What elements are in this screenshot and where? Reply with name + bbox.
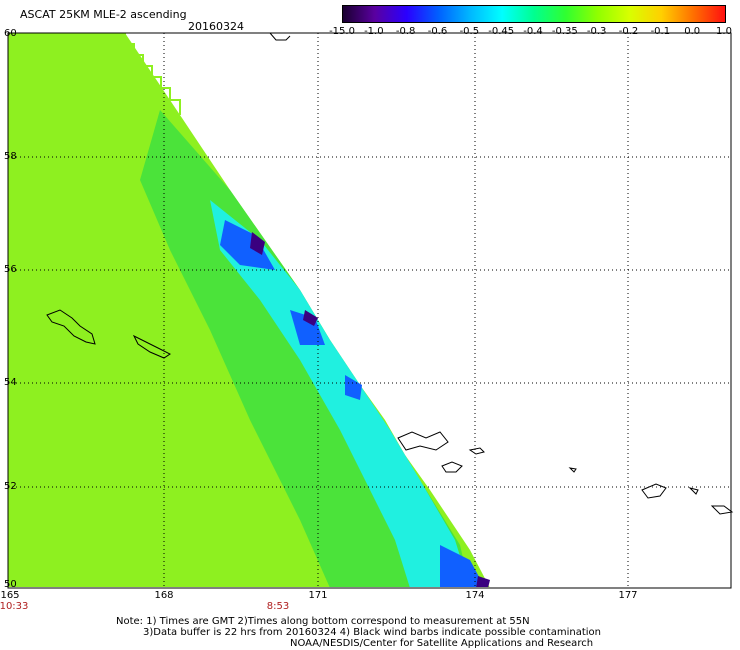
swath-blue-patch bbox=[290, 310, 325, 345]
island-bering bbox=[46, 309, 96, 345]
lat-label: 52 bbox=[4, 481, 17, 492]
swath-purple-patch bbox=[250, 232, 265, 255]
colorbar-tick-label: -0.4 bbox=[523, 26, 543, 37]
colorbar-tick-label: -0.5 bbox=[459, 26, 480, 37]
island-medny bbox=[132, 334, 171, 359]
colorbar-tick-label: -0.8 bbox=[395, 26, 416, 37]
colorbar-tick-label: 1.0 bbox=[716, 26, 732, 37]
lon-label: 171 bbox=[308, 590, 328, 601]
time-label: 8:53 bbox=[266, 601, 290, 612]
island-small bbox=[710, 505, 734, 515]
coast-top bbox=[269, 32, 291, 41]
map-date: 20160324 bbox=[188, 20, 244, 33]
lon-label: 168 bbox=[154, 590, 174, 601]
map-title: ASCAT 25KM MLE-2 ascending bbox=[20, 8, 187, 21]
lat-label: 54 bbox=[4, 377, 17, 388]
island-small bbox=[688, 487, 699, 495]
colorbar-tick-label: -0.1 bbox=[650, 26, 671, 37]
lon-label: 177 bbox=[618, 590, 638, 601]
swath-cyan-band bbox=[210, 200, 470, 587]
graticule bbox=[8, 33, 731, 588]
island-andreanof bbox=[641, 483, 667, 499]
lat-label: 60 bbox=[4, 28, 17, 39]
lat-label: 50 bbox=[4, 579, 17, 590]
swath-blue-patch bbox=[440, 545, 485, 587]
swath-purple-patch bbox=[476, 576, 490, 587]
island-small bbox=[468, 447, 485, 455]
swath-blue-patch bbox=[345, 375, 362, 400]
colorbar-tick-label: -0.6 bbox=[427, 26, 448, 37]
island-small bbox=[568, 467, 577, 473]
note-line-1: Note: 1) Times are GMT 2)Times along bot… bbox=[116, 616, 530, 627]
swath-purple-patch bbox=[303, 310, 318, 326]
time-label: 10:33 bbox=[0, 601, 29, 612]
colorbar bbox=[342, 5, 726, 23]
colorbar-tick-label: 0.0 bbox=[684, 26, 701, 37]
island-near bbox=[397, 431, 449, 451]
lat-label: 56 bbox=[4, 264, 17, 275]
colorbar-tick-label: -0.3 bbox=[586, 26, 607, 37]
colorbar-tick-label: -15.0 bbox=[329, 26, 355, 37]
lon-label: 165 bbox=[0, 590, 20, 601]
lat-label: 58 bbox=[4, 151, 17, 162]
coastlines bbox=[46, 32, 734, 515]
swath-blue-patch bbox=[220, 220, 275, 270]
swath-edge bbox=[124, 33, 181, 115]
colorbar-tick-label: -0.2 bbox=[618, 26, 639, 37]
note-line-2: 3)Data buffer is 22 hrs from 20160324 4)… bbox=[143, 627, 601, 638]
island-rat bbox=[441, 461, 463, 473]
colorbar-tick-label: -0.35 bbox=[551, 26, 578, 37]
lon-label: 174 bbox=[465, 590, 485, 601]
note-line-3: NOAA/NESDIS/Center for Satellite Applica… bbox=[290, 638, 594, 649]
colorbar-tick-label: -0.45 bbox=[488, 26, 515, 37]
plot-frame bbox=[7, 32, 732, 589]
colorbar-tick-label: -1.0 bbox=[364, 26, 384, 37]
